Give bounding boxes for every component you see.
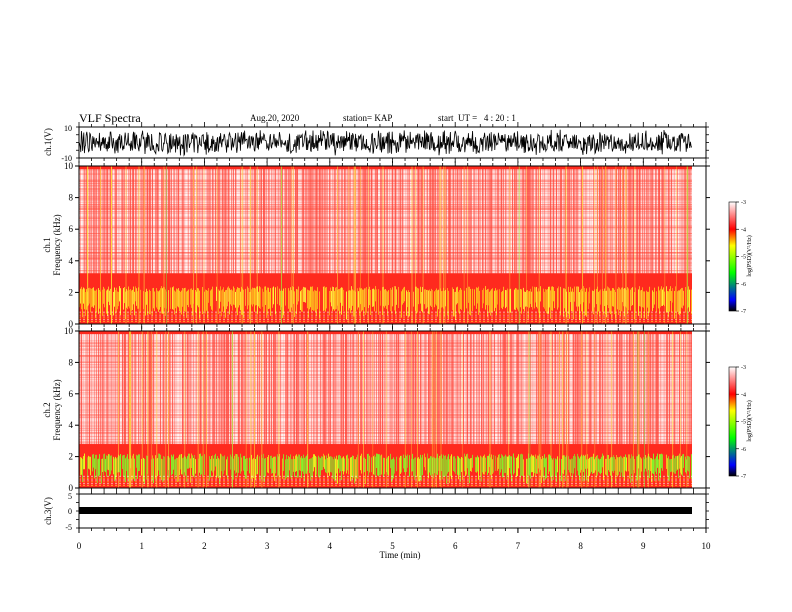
figure-date: Aug.20, 2020 xyxy=(250,113,300,123)
ch1-waveform-line xyxy=(78,129,692,157)
colorbar-tick-label: -6 xyxy=(741,447,746,453)
ch1-waveform-panel: 10 -10 ch.1(V) xyxy=(43,124,707,163)
ch1-ytick-bottom: -10 xyxy=(61,154,72,163)
time-tick-label: 9 xyxy=(641,541,646,551)
ch2-spectrogram-ylabel-channel: ch.2 xyxy=(42,402,52,417)
spec2-ytick-label: 0 xyxy=(69,483,74,493)
time-tick-label: 7 xyxy=(516,541,521,551)
colorbar-tick-label: -5 xyxy=(741,420,746,426)
time-tick-label: 2 xyxy=(202,541,207,551)
spec1-ytick-label: 2 xyxy=(69,287,74,297)
ch1-spectrogram-image xyxy=(79,166,692,324)
spec1-ytick-label: 8 xyxy=(69,193,74,203)
ch3-ytick-top: 5 xyxy=(68,492,72,501)
ch1-spectrogram-yticks: 0 2 4 6 8 10 xyxy=(64,161,710,329)
ch3-ylabel: ch.3(V) xyxy=(43,497,53,525)
time-tick-label: 8 xyxy=(578,541,583,551)
colorbar-tick-label: -7 xyxy=(741,474,746,480)
ch3-waveform-panel: 5 0 -5 ch.3(V) 0 1 2 3 4 5 6 7 8 9 10 Time (min) xyxy=(43,492,711,560)
ch2-spectrogram-panel: 0 2 4 6 8 10 ch.2 Frequency (kHz) xyxy=(42,326,710,493)
time-tick-label: 5 xyxy=(390,541,395,551)
figure-title: VLF Spectra xyxy=(79,111,141,125)
panel-minor-ticks xyxy=(76,122,709,533)
time-tick-label: 0 xyxy=(77,541,82,551)
ch3-ytick-mid: 0 xyxy=(68,507,72,516)
spec1-ytick-label: 4 xyxy=(69,256,74,266)
ch1-colorbar-ticks: -3 -4 -5 -6 -7 xyxy=(736,200,746,315)
figure-station: station= KAP xyxy=(343,113,393,123)
spec1-ytick-label: 0 xyxy=(69,319,74,329)
ch1-colorbar-gradient xyxy=(728,201,737,312)
time-tick-label: 3 xyxy=(265,541,270,551)
colorbar-tick-label: -6 xyxy=(741,282,746,288)
spec1-ytick-label: 10 xyxy=(64,161,74,171)
time-tick-label: 10 xyxy=(702,541,712,551)
ch1-ylabel: ch.1(V) xyxy=(43,128,53,156)
colorbar-tick-label: -4 xyxy=(741,227,746,233)
ch2-colorbar: -3 -4 -5 -6 -7 log(PSD)(V²/Hz) xyxy=(728,365,753,480)
ch2-spectrogram-ylabel-freq: Frequency (kHz) xyxy=(52,379,62,440)
spec2-ytick-label: 6 xyxy=(69,389,74,399)
ch1-spectrogram-panel: 0 2 4 6 8 10 ch.1 Frequency (kHz) xyxy=(42,161,710,329)
colorbar-tick-label: -4 xyxy=(741,392,746,398)
time-tick-label: 4 xyxy=(328,541,333,551)
ch2-spectrogram-image xyxy=(79,331,692,488)
spec2-ytick-label: 2 xyxy=(69,452,74,462)
ch1-ytick-top: 10 xyxy=(64,124,72,133)
colorbar-tick-label: -3 xyxy=(741,365,746,371)
colorbar-tick-label: -5 xyxy=(741,255,746,261)
ch2-colorbar-ticks: -3 -4 -5 -6 -7 xyxy=(736,365,746,480)
figure-start-time: start UT = 4 : 20 : 1 xyxy=(438,113,516,123)
colorbar-tick-label: -3 xyxy=(741,200,746,206)
ch2-spectrogram-yticks: 0 2 4 6 8 10 xyxy=(64,326,710,493)
spec2-ytick-label: 10 xyxy=(64,326,74,336)
colorbar-tick-label: -7 xyxy=(741,309,746,315)
ch3-waveform-band xyxy=(79,507,692,514)
ch1-spectrogram-ylabel-channel: ch.1 xyxy=(42,237,52,252)
spec2-ytick-label: 4 xyxy=(69,420,74,430)
spec2-ytick-label: 8 xyxy=(69,357,74,367)
ch2-colorbar-label: log(PSD)(V²/Hz) xyxy=(746,400,753,441)
ch1-colorbar: -3 -4 -5 -6 -7 log(PSD)(V²/Hz) xyxy=(728,200,753,315)
ch1-colorbar-label: log(PSD)(V²/Hz) xyxy=(746,235,753,276)
ch3-ytick-bottom: -5 xyxy=(65,523,72,532)
time-tick-label: 6 xyxy=(453,541,458,551)
ch1-spectrogram-ylabel-freq: Frequency (kHz) xyxy=(52,214,62,275)
spec1-ytick-label: 6 xyxy=(69,224,74,234)
time-axis-label: Time (min) xyxy=(380,550,421,560)
ch2-colorbar-gradient xyxy=(728,366,737,477)
time-axis-ticks: 0 1 2 3 4 5 6 7 8 9 10 xyxy=(77,528,711,551)
time-tick-label: 1 xyxy=(139,541,144,551)
